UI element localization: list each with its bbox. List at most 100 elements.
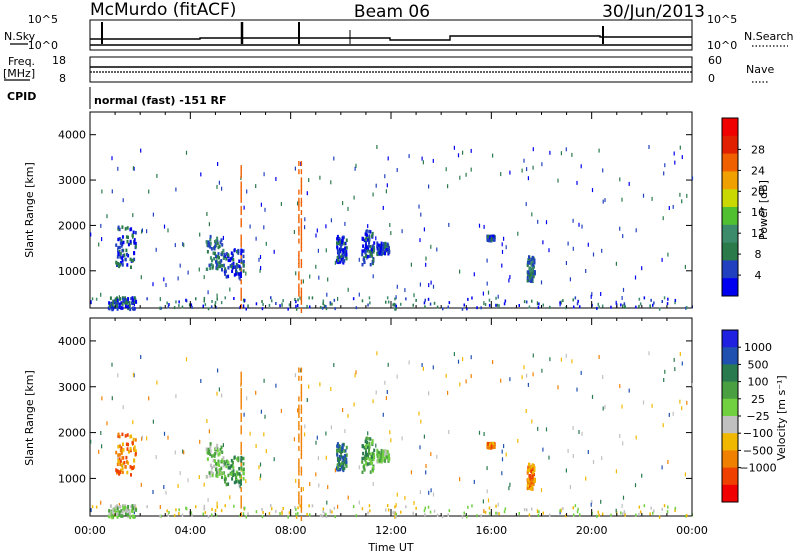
echo-patch-cell (122, 461, 125, 466)
streak-segment (298, 478, 300, 484)
ground-scatter-point (526, 508, 528, 512)
echo-point (501, 242, 503, 247)
echo-patch-cell (378, 451, 380, 455)
echo-patch-cell (362, 257, 365, 262)
echo-point (258, 257, 260, 262)
echo-patch-cell (240, 274, 242, 278)
streak-segment (300, 408, 303, 414)
echo-point (662, 423, 664, 428)
echo-patch-cell (232, 261, 235, 266)
echo-patch-cell (338, 247, 341, 251)
echo-point (152, 490, 154, 494)
echo-point (430, 452, 432, 457)
ground-scatter-point (650, 298, 652, 302)
y-tick-label: 3000 (58, 174, 86, 187)
echo-point (560, 300, 562, 305)
echo-patch-cell (219, 448, 222, 452)
echo-point (587, 242, 589, 247)
echo-patch-cell (127, 505, 130, 509)
echo-point (326, 292, 328, 297)
echo-patch-cell (364, 444, 367, 449)
echo-patch-cell (364, 456, 367, 460)
ground-scatter-point (168, 511, 170, 514)
echo-patch-cell (363, 446, 366, 450)
echo-point (382, 412, 384, 417)
echo-patch-cell (117, 460, 120, 464)
ground-scatter-point (295, 307, 298, 311)
echo-point (372, 399, 374, 404)
echo-patch-cell (210, 262, 213, 267)
echo-patch-cell (113, 507, 116, 511)
echo-patch-cell (216, 236, 219, 241)
colorbar-tick-label: 12 (751, 227, 765, 240)
echo-point (590, 502, 592, 507)
echo-point (163, 277, 165, 282)
echo-patch-cell (212, 264, 214, 268)
ground-scatter-point (333, 506, 336, 510)
echo-patch-cell (362, 244, 365, 248)
colorbar-segment (722, 347, 738, 365)
echo-patch-cell (492, 442, 495, 446)
streak-segment (240, 396, 242, 402)
echo-patch-cell (132, 307, 135, 311)
ground-scatter-point (393, 302, 395, 306)
ground-scatter-point (191, 305, 193, 309)
echo-point (239, 276, 241, 281)
echo-point (395, 503, 397, 508)
ground-scatter-point (424, 506, 426, 510)
echo-patch-cell (114, 303, 117, 307)
echo-patch-cell (232, 258, 235, 262)
streak-segment (240, 291, 242, 297)
ground-scatter-point (596, 306, 598, 310)
ground-scatter-point (395, 515, 397, 519)
echo-patch-cell (124, 508, 127, 513)
ground-scatter-point (488, 298, 491, 302)
echo-point (140, 148, 142, 153)
echo-point (265, 449, 267, 454)
streak-segment (300, 396, 303, 402)
echo-patch-cell (372, 247, 375, 251)
ground-scatter-point (175, 508, 177, 512)
echo-point (470, 374, 472, 379)
echo-patch-cell (223, 252, 226, 257)
echo-point (585, 269, 587, 273)
mhz-label: [MHz] (3, 67, 35, 80)
echo-patch-cell (527, 477, 530, 482)
streak-segment (298, 491, 300, 497)
echo-point (167, 435, 169, 440)
echo-point (635, 228, 637, 233)
ground-scatter-point (352, 505, 355, 509)
streak-segment (298, 425, 300, 431)
streak-segment (298, 458, 300, 464)
streak-segment (298, 445, 300, 451)
echo-patch-cell (128, 511, 131, 516)
echo-patch-cell (344, 449, 347, 453)
ground-scatter-point (160, 306, 162, 310)
echo-patch-cell (336, 241, 338, 245)
ground-scatter-point (394, 307, 396, 311)
echo-point (342, 201, 344, 206)
echo-patch-cell (338, 250, 340, 254)
echo-point (179, 471, 181, 476)
ground-scatter-point (203, 296, 206, 300)
echo-patch-cell (369, 262, 372, 267)
streak-segment (300, 210, 303, 215)
date-title: 30/Jun/2013 (602, 2, 705, 22)
echo-patch-cell (365, 436, 368, 440)
echo-patch-cell (384, 459, 386, 463)
echo-point (423, 227, 425, 232)
streak-segment (298, 214, 300, 220)
ground-scatter-point (261, 515, 264, 519)
echo-point (523, 365, 525, 370)
streak-segment (300, 388, 303, 394)
echo-patch-cell (129, 447, 132, 451)
streak-segment (298, 408, 300, 414)
echo-point (117, 166, 119, 171)
echo-point (578, 430, 580, 434)
echo-patch-cell (345, 460, 348, 465)
echo-patch-cell (215, 239, 218, 243)
echo-patch-cell (216, 448, 219, 453)
ground-scatter-point (297, 506, 299, 510)
echo-patch-cell (126, 509, 128, 513)
streak-segment (300, 384, 303, 389)
